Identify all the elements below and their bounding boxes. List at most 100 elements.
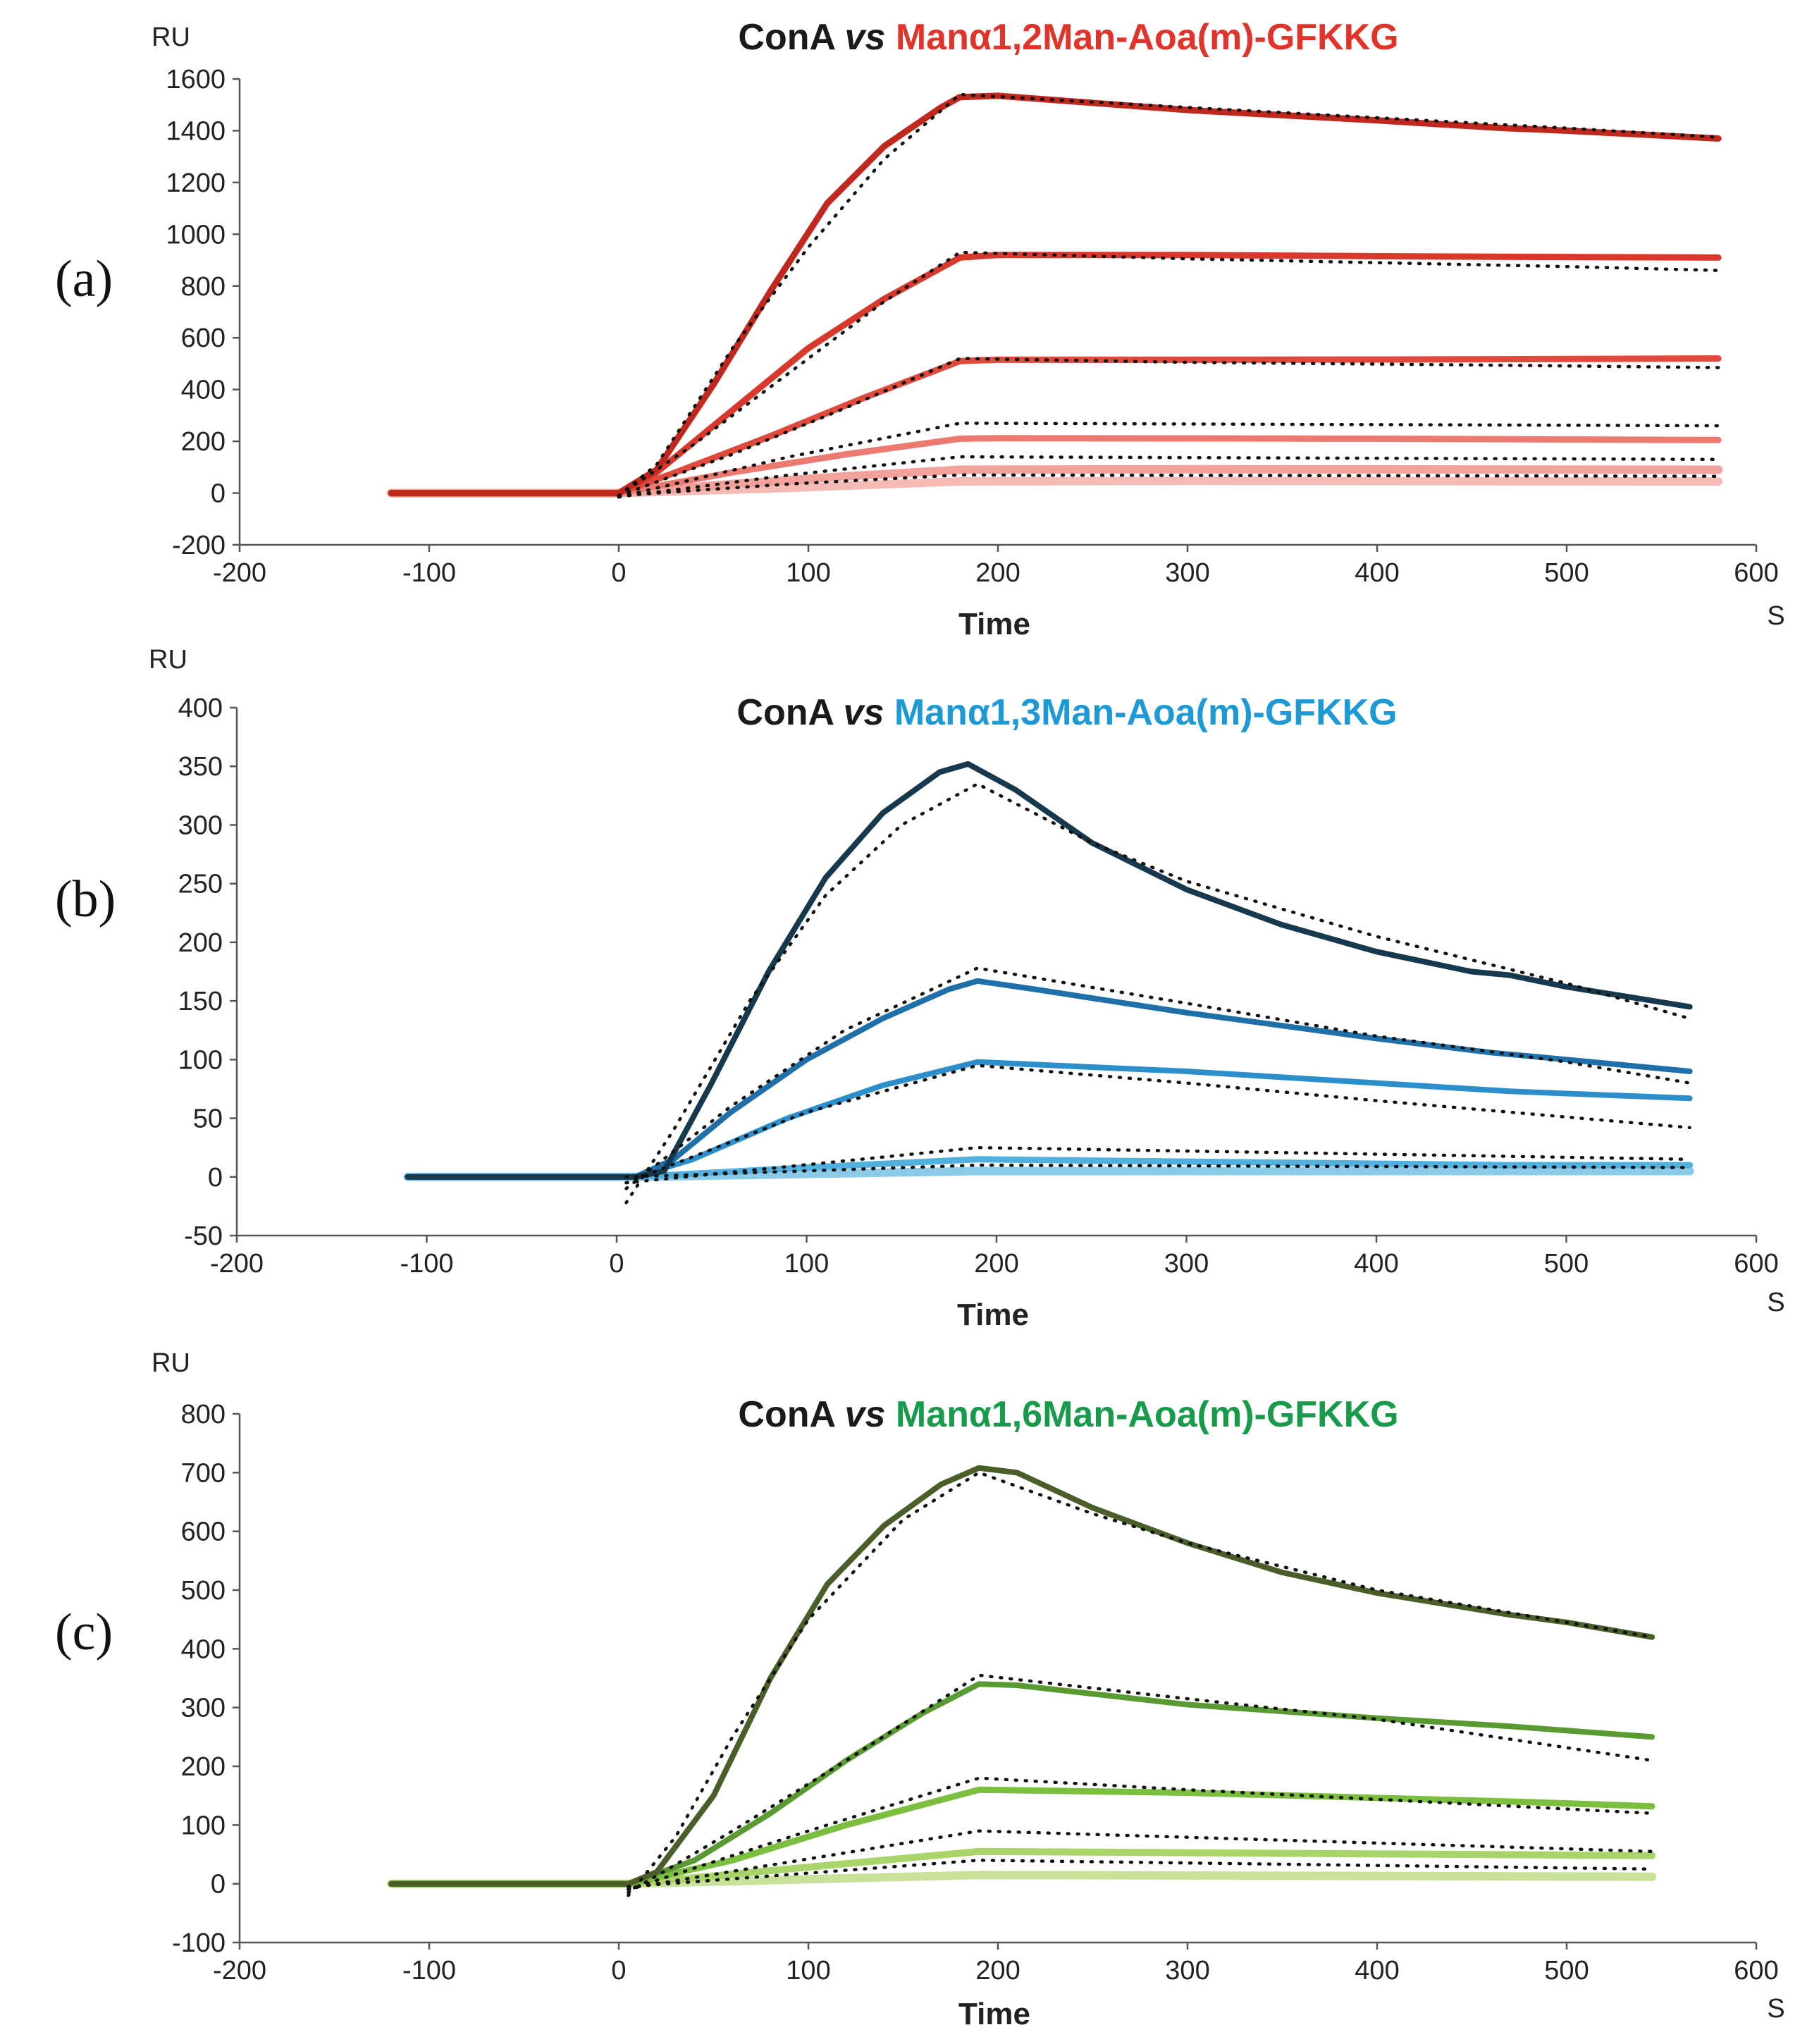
y-tick-label: 800 [181, 1400, 226, 1429]
x-tick-label: 400 [1355, 558, 1399, 588]
y-tick-label: 800 [181, 272, 226, 302]
chart-panel: (c) ConA vs Manα1,6Man-Aoa(m)-GFKKG -100 0 1… [55, 1348, 1785, 2031]
fit-curve [627, 1470, 1654, 1897]
panel-label: (a) [55, 250, 113, 308]
chart-title-part: vs [844, 692, 884, 733]
fit-curve [617, 473, 1720, 498]
fit-curve [627, 1829, 1654, 1890]
fit-curve [627, 1859, 1654, 1889]
y-tick-label: 1400 [166, 116, 226, 146]
x-axis-unit-label: S [1767, 601, 1784, 631]
fit-curve [624, 782, 1691, 1205]
y-tick-label: 1000 [166, 220, 226, 250]
chart-title-part: Manα1,6Man-Aoa(m)-GFKKG [885, 1394, 1398, 1435]
x-tick-label: 300 [1164, 1249, 1209, 1279]
chart-panel: (a) ConA vs Manα1,2Man-Aoa(m)-GFKKG -200 0 2… [55, 17, 1785, 641]
x-tick-label: 100 [786, 1956, 830, 1985]
y-tick-label: 0 [208, 1163, 223, 1193]
chart-title-part: ConA [738, 17, 844, 58]
x-axis-title: Time [958, 607, 1030, 641]
x-tick-label: -200 [213, 1956, 266, 1985]
fit-curve [624, 966, 1691, 1190]
y-axis-unit-label: RU [152, 23, 190, 52]
y-tick-label: 0 [211, 479, 226, 509]
x-tick-label: -100 [402, 558, 456, 588]
y-tick-label: 200 [181, 427, 226, 457]
y-tick-label: 150 [178, 987, 223, 1016]
chart-title-part: Manα1,2Man-Aoa(m)-GFKKG [885, 17, 1398, 58]
fit-curve [624, 1163, 1691, 1179]
y-tick-label: 200 [181, 1752, 226, 1782]
series-line [388, 1786, 1655, 1888]
x-axis-unit-label: S [1767, 1288, 1784, 1317]
y-tick-label: -50 [184, 1221, 223, 1251]
y-tick-label: 50 [193, 1104, 223, 1134]
y-tick-label: -200 [172, 531, 226, 560]
x-tick-label: 200 [974, 1249, 1018, 1279]
fit-curve [617, 92, 1720, 498]
fit-curve [617, 421, 1720, 499]
series-line [388, 92, 1722, 497]
y-tick-label: 300 [178, 811, 223, 840]
y-tick-label: 400 [181, 376, 226, 405]
chart-title-part: vs [845, 17, 886, 58]
fit-curve [617, 357, 1720, 498]
x-tick-label: -200 [210, 1249, 264, 1279]
fit-curve [617, 250, 1720, 498]
y-tick-label: 0 [211, 1870, 226, 1900]
y-tick-label: 100 [181, 1811, 226, 1840]
x-tick-label: 600 [1734, 558, 1778, 588]
x-tick-label: 600 [1734, 1249, 1778, 1279]
y-axis-unit-label: RU [152, 1348, 190, 1378]
series-line [388, 252, 1722, 497]
y-tick-label: 200 [178, 928, 223, 958]
chart-title: ConA vs Manα1,6Man-Aoa(m)-GFKKG [738, 1394, 1398, 1435]
x-tick-label: -100 [400, 1249, 453, 1279]
x-tick-label: 500 [1544, 1956, 1589, 1985]
series-line [388, 1465, 1655, 1887]
x-tick-label: 400 [1355, 1956, 1399, 1985]
y-tick-label: -100 [172, 1928, 226, 1958]
y-tick-label: 1600 [166, 65, 226, 94]
fit-curve [627, 1673, 1654, 1895]
x-tick-label: 200 [975, 1956, 1020, 1985]
y-tick-label: 100 [178, 1045, 223, 1075]
x-tick-label: 500 [1544, 1249, 1589, 1279]
y-tick-label: 1200 [166, 168, 226, 198]
chart-title-part: ConA [738, 1394, 844, 1435]
y-tick-label: 600 [181, 324, 226, 353]
y-tick-label: 350 [178, 752, 223, 782]
x-tick-label: 500 [1544, 558, 1589, 588]
x-tick-label: 300 [1165, 558, 1209, 588]
y-tick-label: 400 [178, 694, 223, 723]
fit-curve [627, 1776, 1654, 1892]
y-axis-unit-label: RU [149, 645, 187, 675]
x-tick-label: 400 [1354, 1249, 1398, 1279]
x-tick-label: -100 [402, 1956, 456, 1985]
chart-title: ConA vs Manα1,2Man-Aoa(m)-GFKKG [738, 17, 1398, 58]
x-axis-title: Time [957, 1298, 1029, 1332]
y-tick-label: 300 [181, 1694, 226, 1723]
fit-curve [617, 455, 1720, 499]
series-line [388, 355, 1722, 497]
series-line [405, 761, 1693, 1180]
y-tick-label: 700 [181, 1458, 226, 1488]
y-tick-label: 250 [178, 870, 223, 899]
panel-label: (b) [55, 870, 116, 928]
chart-title-part: ConA [736, 692, 843, 733]
series-line [388, 1681, 1655, 1887]
x-tick-label: 0 [609, 1249, 624, 1279]
x-tick-label: 200 [975, 558, 1020, 588]
x-tick-label: 0 [611, 558, 626, 588]
chart-title-part: Manα1,3Man-Aoa(m)-GFKKG [884, 692, 1397, 733]
x-axis-title: Time [958, 1997, 1030, 2031]
x-tick-label: 0 [611, 1956, 626, 1985]
x-tick-label: 100 [784, 1249, 829, 1279]
x-tick-label: -200 [213, 558, 266, 588]
chart-title-part: vs [845, 1394, 886, 1435]
chart-title: ConA vs Manα1,3Man-Aoa(m)-GFKKG [736, 692, 1397, 733]
y-tick-label: 600 [181, 1517, 226, 1547]
fit-curve [624, 1145, 1691, 1185]
chart-panel: (b) ConA vs Manα1,3Man-Aoa(m)-GFKKG -50 0 50… [55, 645, 1785, 1332]
